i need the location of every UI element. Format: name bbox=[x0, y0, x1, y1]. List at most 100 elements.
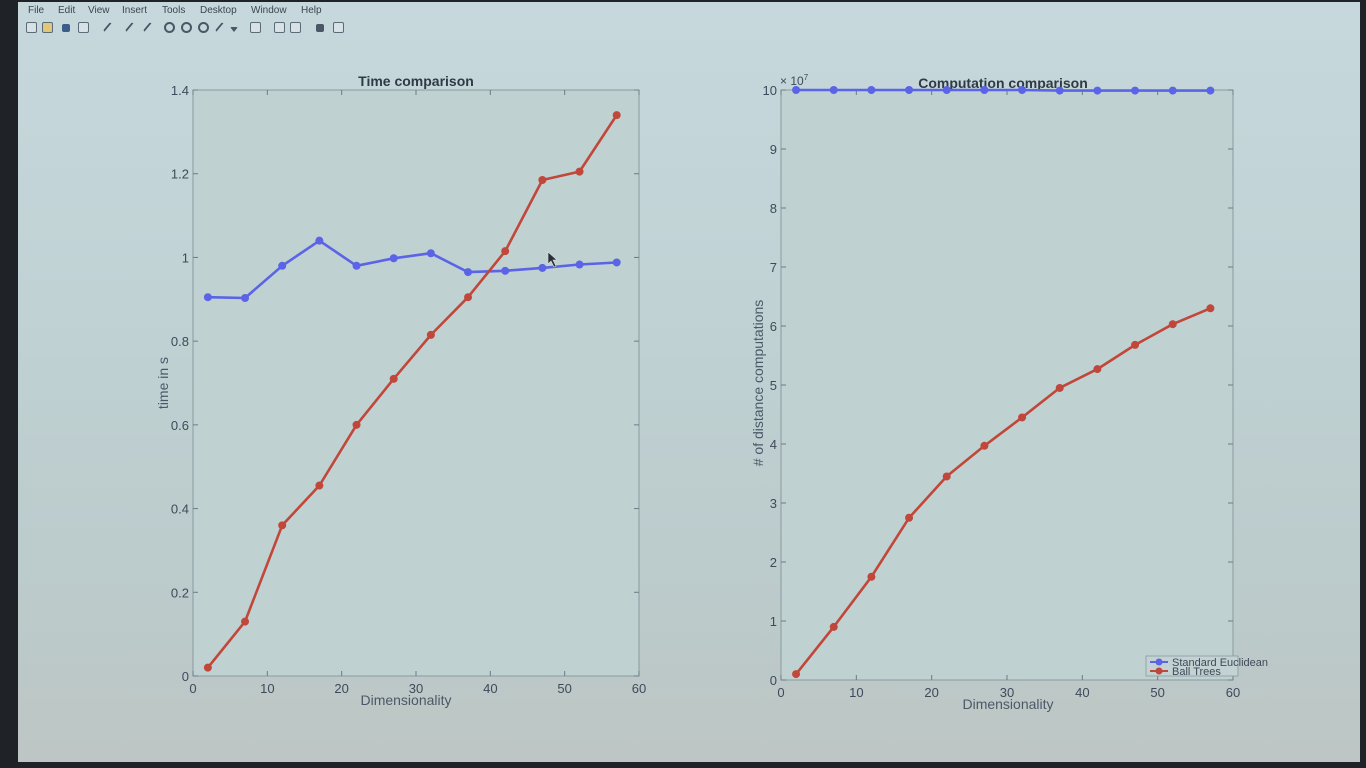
y-tick-label: 0.8 bbox=[171, 334, 189, 349]
print-icon[interactable] bbox=[78, 22, 89, 33]
y-tick-label: 8 bbox=[770, 201, 777, 216]
pan-icon[interactable] bbox=[164, 22, 175, 33]
balltrees-point bbox=[426, 330, 435, 339]
balltrees-point bbox=[575, 167, 584, 176]
menu-edit[interactable]: Edit bbox=[58, 5, 76, 16]
standard-point bbox=[389, 254, 398, 263]
chart-title: Computation comparison bbox=[918, 75, 1088, 91]
plot-area bbox=[192, 89, 640, 677]
x-axis-label: Dimensionality bbox=[962, 696, 1053, 712]
y-tick-label: 7 bbox=[770, 260, 777, 275]
y-multiplier: × 107 bbox=[780, 73, 809, 88]
series-balltrees-line bbox=[795, 307, 1211, 675]
standard-point bbox=[867, 86, 876, 94]
standard-point bbox=[315, 236, 324, 245]
standard-point bbox=[278, 261, 287, 270]
plot-area bbox=[780, 89, 1234, 681]
balltrees-point bbox=[389, 374, 398, 383]
rotate-icon[interactable] bbox=[181, 22, 192, 33]
figure-toolbar bbox=[18, 20, 1360, 36]
balltrees-point bbox=[464, 293, 473, 302]
x-tick-label: 30 bbox=[1000, 685, 1014, 700]
y-multiplier-base: × 10 bbox=[780, 74, 804, 88]
balltrees-point bbox=[278, 521, 287, 530]
y-tick-label: 10 bbox=[763, 83, 777, 98]
balltrees-point bbox=[1055, 383, 1064, 392]
menu-help[interactable]: Help bbox=[301, 5, 322, 16]
new-figure-icon[interactable] bbox=[26, 22, 37, 33]
balltrees-point bbox=[538, 175, 547, 184]
series-group bbox=[792, 86, 1215, 679]
balltrees-point bbox=[867, 572, 876, 581]
y-tick-label: 0.4 bbox=[171, 502, 189, 517]
standard-point bbox=[980, 86, 989, 94]
x-tick-label: 30 bbox=[409, 681, 423, 696]
show-plot-tools-icon[interactable] bbox=[333, 22, 344, 33]
menu-insert[interactable]: Insert bbox=[122, 5, 148, 16]
y-tick-label: 3 bbox=[770, 496, 777, 511]
standard-point bbox=[464, 268, 473, 277]
x-axis-label: Dimensionality bbox=[360, 692, 451, 708]
standard-point bbox=[1018, 86, 1027, 94]
series-group bbox=[203, 111, 621, 672]
balltrees-point bbox=[501, 247, 510, 256]
standard-point bbox=[1131, 86, 1140, 95]
y-multiplier-exponent: 7 bbox=[804, 73, 809, 82]
standard-point bbox=[1093, 86, 1102, 95]
y-tick-label: 9 bbox=[770, 142, 777, 157]
x-tick-label: 10 bbox=[849, 685, 863, 700]
balltrees-point bbox=[829, 622, 838, 631]
legend-marker-standard bbox=[1155, 658, 1163, 666]
menu-view[interactable]: View bbox=[88, 5, 110, 16]
balltrees-point bbox=[352, 420, 361, 429]
dropdown-icon[interactable] bbox=[230, 27, 238, 32]
legend-label-standard: Standard Euclidean bbox=[1172, 657, 1268, 669]
y-axis-label: time in s bbox=[155, 357, 171, 409]
y-tick-label: 0.6 bbox=[171, 418, 189, 433]
axis-ticks: 0 10 20 30 40 50 60 0 1 2 3 4 5 6 7 8 9 10 bbox=[763, 83, 1241, 700]
standard-point bbox=[792, 86, 801, 94]
balltrees-point bbox=[1206, 304, 1215, 313]
standard-point bbox=[612, 258, 621, 267]
legend-marker-balltrees bbox=[1155, 667, 1163, 675]
legend-box bbox=[1145, 655, 1239, 677]
balltrees-point bbox=[241, 617, 250, 626]
x-tick-label: 20 bbox=[924, 685, 938, 700]
x-tick-label: 60 bbox=[1226, 685, 1240, 700]
menu-file[interactable]: File bbox=[28, 5, 45, 16]
series-standard-line bbox=[796, 88, 1211, 92]
standard-point bbox=[501, 266, 510, 275]
standard-point bbox=[829, 86, 838, 94]
x-tick-label: 60 bbox=[632, 681, 646, 696]
standard-point bbox=[1168, 86, 1177, 95]
balltrees-point bbox=[203, 663, 212, 672]
standard-point bbox=[241, 294, 250, 303]
balltrees-point bbox=[1131, 340, 1140, 349]
balltrees-point bbox=[942, 472, 951, 481]
figure-window: File Edit View Insert Tools Desktop Wind… bbox=[18, 2, 1360, 762]
colorbar-icon[interactable] bbox=[274, 22, 285, 33]
x-tick-label: 40 bbox=[1075, 685, 1089, 700]
y-tick-label: 1 bbox=[182, 250, 189, 265]
hide-plot-tools-icon[interactable] bbox=[316, 24, 324, 32]
legend[interactable]: Standard Euclidean Ball Trees bbox=[1145, 655, 1268, 678]
link-icon[interactable] bbox=[250, 22, 261, 33]
y-tick-label: 0.2 bbox=[171, 585, 189, 600]
y-tick-label: 1.2 bbox=[171, 167, 189, 182]
y-tick-label: 1.4 bbox=[171, 83, 189, 98]
menu-tools[interactable]: Tools bbox=[162, 5, 186, 16]
open-file-icon[interactable] bbox=[42, 22, 53, 33]
y-tick-label: 4 bbox=[770, 437, 777, 452]
data-cursor-icon[interactable] bbox=[198, 22, 209, 33]
menu-desktop[interactable]: Desktop bbox=[200, 5, 237, 16]
legend-icon[interactable] bbox=[290, 22, 301, 33]
legend-label-balltrees: Ball Trees bbox=[1172, 666, 1221, 678]
x-tick-label: 0 bbox=[777, 685, 784, 700]
x-tick-label: 50 bbox=[1150, 685, 1164, 700]
menu-window[interactable]: Window bbox=[251, 5, 287, 16]
y-tick-label: 1 bbox=[770, 614, 777, 629]
y-tick-label: 6 bbox=[770, 319, 777, 334]
y-tick-label: 5 bbox=[770, 378, 777, 393]
standard-point bbox=[1055, 86, 1064, 95]
save-icon[interactable] bbox=[62, 24, 70, 32]
